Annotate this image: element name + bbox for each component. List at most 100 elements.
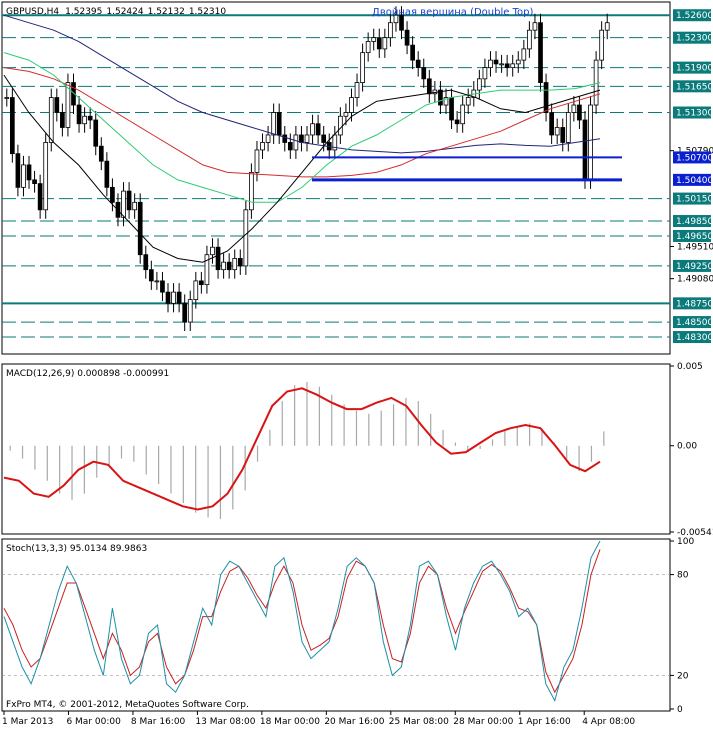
- candle-body: [349, 97, 354, 113]
- time-tick-label: 13 Mar 08:00: [195, 717, 255, 727]
- candle-body: [132, 201, 137, 211]
- price-tick-label: 1.50400: [676, 176, 713, 186]
- candle-body: [60, 112, 65, 128]
- candle-body: [26, 164, 32, 181]
- candle-body: [593, 59, 599, 106]
- candle-body: [193, 280, 199, 301]
- candle-body: [510, 63, 516, 69]
- macd-tick-label: 0.005: [677, 362, 703, 372]
- candle-body: [15, 153, 21, 188]
- candle-body: [171, 291, 176, 304]
- candle-body: [443, 97, 449, 106]
- copyright-label: FxPro MT4, © 2001-2012, MetaQuotes Softw…: [6, 700, 249, 710]
- candle-body: [21, 164, 26, 188]
- price-panel[interactable]: [1, 1, 671, 355]
- candle-body: [460, 104, 466, 125]
- candle-body: [571, 104, 577, 113]
- candle-body: [438, 89, 443, 106]
- candle-body: [321, 134, 327, 143]
- price-level-tag: [673, 297, 711, 310]
- candle-body: [393, 14, 399, 24]
- price-tick-label: 1.50700: [676, 153, 713, 163]
- candle-body: [48, 97, 54, 143]
- candle-body: [488, 59, 493, 69]
- stoch-tick-label: 100: [677, 537, 694, 547]
- price-tick-label: 1.51900: [676, 64, 713, 74]
- price-level-tag: [673, 80, 711, 93]
- candle-body: [176, 291, 182, 304]
- time-tick-label: 20 Mar 16:00: [324, 717, 384, 727]
- candle-body: [54, 97, 60, 113]
- candle-body: [354, 82, 360, 98]
- macd-signal-line: [3, 387, 601, 511]
- candle-body: [599, 29, 605, 61]
- time-tick-label: 8 Mar 16:00: [131, 717, 186, 727]
- stoch-tick-label: 0: [677, 705, 683, 715]
- price-level-tag: [673, 9, 711, 22]
- macd-panel[interactable]: [1, 363, 671, 535]
- candle-body: [154, 280, 160, 283]
- stoch-signal-line: [3, 549, 601, 694]
- candle-body: [504, 63, 510, 69]
- ma-black-line: [3, 74, 601, 263]
- candle-body: [93, 119, 99, 147]
- ma-slow-line: [3, 14, 601, 154]
- candle-body: [65, 82, 71, 128]
- candle-body: [32, 179, 37, 185]
- symbol-label: GBPUSD,H4 1.52395 1.52424 1.52132 1.52310: [6, 7, 226, 17]
- candle-body: [521, 48, 527, 61]
- candle-body: [243, 209, 249, 267]
- candle-body: [415, 59, 421, 69]
- price-level-tag: [673, 151, 711, 164]
- candle-body: [376, 37, 382, 50]
- time-tick-label: 1 Mar 2013: [2, 717, 53, 727]
- price-tick-label: 1.50150: [676, 195, 713, 205]
- candle-body: [98, 145, 104, 162]
- price-tick-label: 1.52600: [676, 11, 713, 21]
- stoch-layer: [2, 540, 670, 702]
- candle-body: [538, 22, 543, 83]
- candle-body: [410, 44, 415, 61]
- candle-body: [221, 261, 226, 271]
- price-tick-label: 1.49650: [676, 232, 713, 242]
- candle-body: [82, 115, 87, 125]
- candle-body: [126, 190, 132, 211]
- stoch-panel[interactable]: [1, 538, 671, 712]
- candle-body: [299, 134, 304, 143]
- time-tick-label: 6 Mar 00:00: [66, 717, 121, 727]
- candle-body: [449, 97, 454, 121]
- candle-body: [554, 127, 560, 136]
- time-tick-label: 1 Apr 16:00: [518, 717, 571, 727]
- candle-body: [588, 104, 593, 181]
- candle-body: [577, 104, 582, 121]
- axis-layer: 1.52600 1.52300 1.51900 1.51650 1.51300 1.507…: [2, 9, 713, 727]
- candle-body: [237, 258, 243, 267]
- candle-body: [310, 123, 315, 136]
- candle-body: [110, 186, 115, 203]
- candle-body: [71, 82, 76, 106]
- price-tick-label: 1.49510: [677, 242, 713, 252]
- candle-body: [315, 123, 321, 136]
- candle-body: [549, 112, 554, 136]
- price-tick-label: 1.48750: [676, 299, 713, 309]
- price-level-tag: [673, 331, 711, 344]
- candle-body: [426, 78, 432, 95]
- candle-body: [532, 22, 538, 31]
- candle-body: [604, 22, 610, 31]
- candle-body: [187, 299, 193, 323]
- price-level-tag: [673, 259, 711, 272]
- price-level-tag: [673, 106, 711, 119]
- stoch-tick-label: 80: [677, 571, 689, 581]
- candle-body: [276, 112, 282, 136]
- price-level-tag: [673, 215, 711, 228]
- candle-body: [254, 149, 260, 173]
- candle-body: [371, 37, 377, 42]
- time-tick-label: 4 Apr 08:00: [582, 717, 635, 727]
- candle-body: [343, 112, 349, 117]
- candle-body: [382, 37, 388, 50]
- time-tick-label: 28 Mar 00:00: [453, 717, 513, 727]
- stoch-label: Stoch(13,3,3) 95.0134 89.9863: [6, 544, 147, 554]
- candle-body: [565, 112, 571, 143]
- candle-body: [148, 269, 154, 282]
